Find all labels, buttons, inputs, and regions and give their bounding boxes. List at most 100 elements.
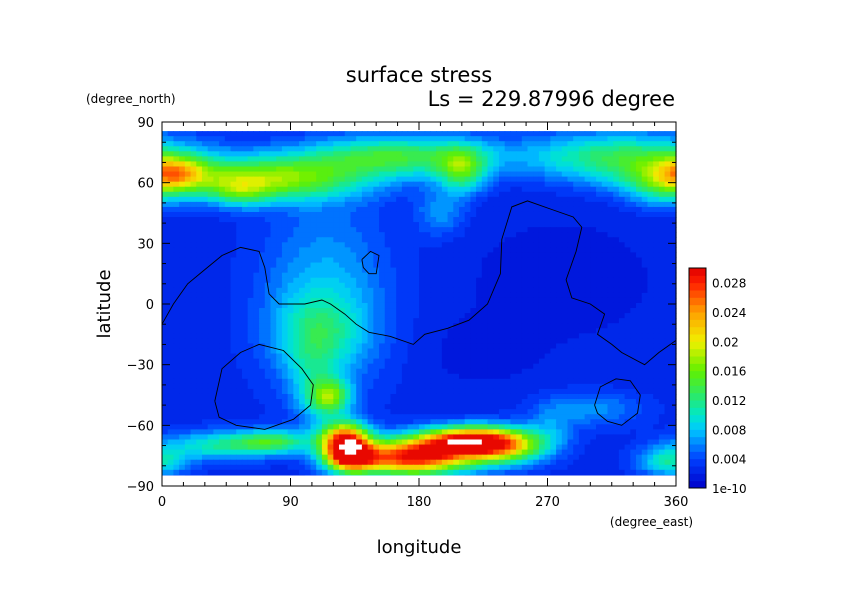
heatmap-cell: [162, 292, 169, 299]
heatmap-cell: [613, 156, 620, 163]
heatmap-cell: [299, 318, 306, 324]
heatmap-cell: [401, 388, 409, 395]
heatmap-cell: [281, 353, 289, 360]
heatmap-cell: [493, 161, 500, 168]
heatmap-cell: [390, 388, 397, 395]
heatmap-cell: [287, 186, 294, 193]
heatmap-cell: [601, 141, 609, 147]
heatmap-cell: [664, 252, 671, 259]
heatmap-cell: [538, 136, 546, 142]
heatmap-cell: [207, 262, 214, 269]
heatmap-cell: [527, 146, 534, 152]
heatmap-cell: [361, 232, 369, 238]
heatmap-cell: [521, 211, 529, 218]
heatmap-cell: [173, 358, 180, 365]
heatmap-cell: [590, 333, 597, 339]
heatmap-cell: [316, 131, 323, 137]
heatmap-cell: [259, 277, 266, 284]
heatmap-cell: [596, 262, 603, 269]
heatmap-cell: [162, 358, 169, 365]
heatmap-cell: [516, 358, 523, 365]
heatmap-cell: [493, 363, 500, 370]
heatmap-cell: [276, 328, 283, 334]
heatmap-cell: [527, 292, 534, 299]
heatmap-cell: [607, 136, 614, 142]
heatmap-cell: [538, 131, 546, 137]
heatmap-cell: [247, 196, 254, 203]
heatmap-cell: [493, 323, 500, 329]
heatmap-cell: [419, 257, 426, 264]
heatmap-cell: [207, 363, 214, 370]
heatmap-cell: [167, 222, 175, 228]
heatmap-cell: [281, 287, 289, 294]
heatmap-cell: [430, 313, 437, 319]
heatmap-cell: [407, 378, 414, 385]
heatmap-cell: [424, 222, 432, 228]
heatmap-cell: [401, 186, 409, 193]
heatmap-cell: [567, 227, 574, 233]
heatmap-cell: [613, 201, 620, 208]
heatmap-cell: [167, 237, 175, 243]
heatmap-cell: [538, 358, 546, 365]
heatmap-cell: [327, 227, 334, 233]
heatmap-cell: [299, 211, 306, 218]
heatmap-cell: [276, 313, 283, 319]
heatmap-cell: [219, 338, 226, 345]
heatmap-cell: [379, 242, 386, 248]
heatmap-cell: [299, 348, 306, 355]
heatmap-cell: [276, 388, 283, 395]
heatmap-cell: [167, 146, 175, 152]
heatmap-cell: [453, 348, 460, 355]
heatmap-cell: [636, 151, 643, 157]
heatmap-cell: [327, 302, 334, 309]
heatmap-cell: [441, 383, 449, 390]
heatmap-cell: [293, 378, 300, 385]
heatmap-cell: [430, 318, 437, 324]
heatmap-cell: [219, 399, 226, 405]
heatmap-cell: [339, 211, 346, 218]
heatmap-cell: [521, 313, 529, 319]
heatmap-cell: [561, 181, 569, 188]
heatmap-cell: [219, 368, 226, 375]
heatmap-cell: [476, 227, 483, 233]
heatmap-cell: [636, 262, 643, 269]
heatmap-cell: [464, 388, 471, 395]
heatmap-cell: [447, 196, 454, 203]
heatmap-cell: [304, 131, 312, 137]
heatmap-cell: [590, 378, 597, 385]
heatmap-cell: [184, 262, 192, 269]
heatmap-cell: [544, 308, 551, 314]
heatmap-cell: [458, 292, 466, 299]
heatmap-cell: [247, 186, 254, 193]
heatmap-cell: [556, 146, 563, 152]
heatmap-cell: [578, 318, 586, 324]
heatmap-cell: [618, 313, 626, 319]
heatmap-cell: [601, 348, 609, 355]
heatmap-cell: [464, 292, 471, 299]
heatmap-cell: [630, 237, 637, 243]
heatmap-cell: [561, 358, 569, 365]
heatmap-cell: [213, 176, 220, 183]
heatmap-cell: [396, 287, 403, 294]
heatmap-cell: [287, 171, 294, 178]
heatmap-cell: [356, 353, 363, 360]
heatmap-cell: [299, 267, 306, 274]
heatmap-cell: [270, 353, 277, 360]
heatmap-cell: [373, 277, 380, 284]
heatmap-cell: [464, 358, 471, 365]
heatmap-cell: [304, 247, 312, 254]
heatmap-cell: [521, 206, 529, 213]
heatmap-cell: [356, 222, 363, 228]
heatmap-cell: [247, 166, 254, 173]
heatmap-cell: [344, 267, 352, 274]
heatmap-cell: [287, 388, 294, 395]
heatmap-cell: [464, 247, 471, 254]
heatmap-cell: [527, 247, 534, 254]
heatmap-cell: [190, 146, 197, 152]
heatmap-cell: [624, 237, 631, 243]
heatmap-cell: [339, 257, 346, 264]
heatmap-cell: [293, 368, 300, 375]
heatmap-cell: [219, 267, 226, 274]
heatmap-cell: [436, 323, 443, 329]
heatmap-cell: [247, 262, 254, 269]
